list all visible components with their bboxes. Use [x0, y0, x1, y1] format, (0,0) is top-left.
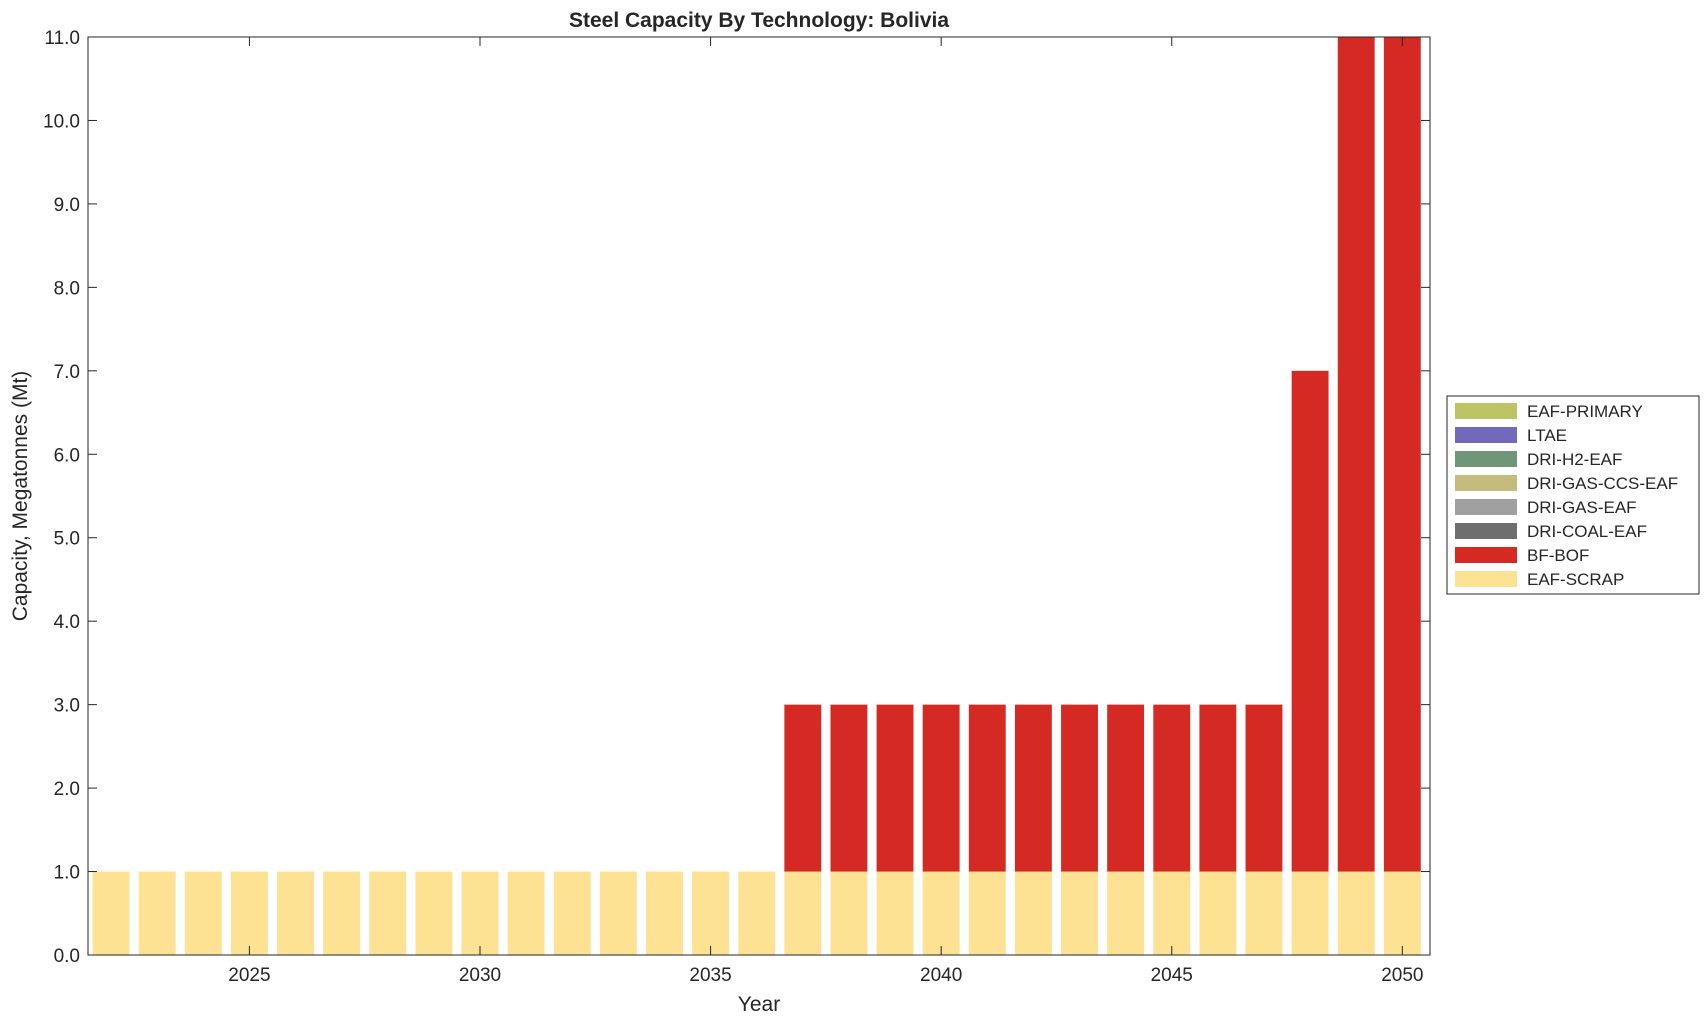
bar-eaf-scrap-2025	[230, 871, 268, 955]
y-tick-label: 7.0	[54, 362, 80, 383]
bar-bf-bof-2046	[1199, 704, 1237, 872]
bar-eaf-scrap-2022	[92, 871, 130, 955]
bar-eaf-scrap-2027	[323, 871, 361, 955]
bar-eaf-scrap-2028	[369, 871, 407, 955]
y-tick-label: 8.0	[54, 278, 80, 299]
bar-eaf-scrap-2046	[1199, 871, 1237, 955]
bar-bf-bof-2050	[1383, 37, 1421, 872]
legend-swatch-eaf-scrap	[1455, 571, 1517, 587]
bar-eaf-scrap-2032	[553, 871, 591, 955]
x-tick-label: 2040	[920, 965, 962, 986]
y-tick-label: 4.0	[54, 612, 80, 633]
y-axis-label: Capacity, Megatonnes (Mt)	[9, 371, 32, 622]
legend-label-dri-gas-ccs-eaf: DRI-GAS-CCS-EAF	[1527, 474, 1678, 493]
y-tick-label: 5.0	[54, 529, 80, 550]
legend-swatch-ltae	[1455, 427, 1517, 443]
legend-swatch-dri-h2-eaf	[1455, 451, 1517, 467]
legend-label-dri-coal-eaf: DRI-COAL-EAF	[1527, 522, 1647, 541]
y-tick-label: 10.0	[43, 111, 80, 132]
y-tick-label: 2.0	[54, 779, 80, 800]
legend-swatch-dri-gas-eaf	[1455, 499, 1517, 515]
bar-eaf-scrap-2043	[1061, 871, 1098, 955]
legend-label-eaf-primary: EAF-PRIMARY	[1527, 402, 1643, 421]
bar-eaf-scrap-2029	[415, 871, 453, 955]
legend-label-ltae: LTAE	[1527, 426, 1567, 445]
bar-eaf-scrap-2047	[1245, 871, 1283, 955]
y-tick-label: 11.0	[44, 28, 80, 49]
bar-bf-bof-2041	[968, 704, 1006, 872]
y-tick-label: 1.0	[54, 863, 80, 884]
bar-bf-bof-2047	[1245, 704, 1283, 872]
bars-layer	[92, 37, 1421, 955]
bar-bf-bof-2048	[1291, 370, 1329, 872]
chart-title: Steel Capacity By Technology: Bolivia	[569, 9, 949, 32]
bar-eaf-scrap-2033	[599, 871, 637, 955]
bar-eaf-scrap-2040	[922, 871, 960, 955]
legend-swatch-bf-bof	[1455, 547, 1517, 563]
bar-eaf-scrap-2039	[876, 871, 914, 955]
legend-label-eaf-scrap: EAF-SCRAP	[1527, 570, 1624, 589]
bar-eaf-scrap-2037	[784, 871, 822, 955]
legend-label-bf-bof: BF-BOF	[1527, 546, 1589, 565]
bar-eaf-scrap-2024	[184, 871, 222, 955]
bar-bf-bof-2037	[784, 704, 822, 872]
legend: EAF-PRIMARY LTAE DRI-H2-EAF DRI-GAS-CCS-EAF…	[1446, 395, 1700, 595]
bar-bf-bof-2040	[922, 704, 960, 872]
bar-eaf-scrap-2031	[507, 871, 545, 955]
legend-swatch-eaf-primary	[1455, 403, 1517, 419]
x-tick-label: 2045	[1151, 965, 1193, 986]
legend-swatch-dri-gas-ccs-eaf	[1455, 475, 1517, 491]
bar-bf-bof-2045	[1153, 704, 1191, 872]
bar-bf-bof-2044	[1107, 704, 1145, 872]
bar-eaf-scrap-2048	[1291, 871, 1329, 955]
bar-eaf-scrap-2041	[968, 871, 1006, 955]
bar-eaf-scrap-2026	[277, 871, 314, 955]
legend-label-dri-gas-eaf: DRI-GAS-EAF	[1527, 498, 1637, 517]
plot-frame	[87, 36, 1431, 956]
legend-swatch-dri-coal-eaf	[1455, 523, 1517, 539]
bar-eaf-scrap-2044	[1107, 871, 1145, 955]
bar-bf-bof-2049	[1337, 37, 1375, 872]
bar-eaf-scrap-2045	[1153, 871, 1191, 955]
x-tick-label: 2050	[1381, 965, 1423, 986]
bar-eaf-scrap-2023	[138, 871, 176, 955]
bar-bf-bof-2039	[876, 704, 914, 872]
bar-eaf-scrap-2042	[1014, 871, 1052, 955]
y-tick-label: 0.0	[54, 946, 80, 967]
bar-bf-bof-2038	[830, 704, 868, 872]
legend-label-dri-h2-eaf: DRI-H2-EAF	[1527, 450, 1622, 469]
bar-eaf-scrap-2035	[692, 871, 730, 955]
y-tick-label: 9.0	[54, 195, 80, 216]
bar-eaf-scrap-2036	[738, 871, 776, 955]
ticks-layer: 2025 2030 2035 2040 2045 2050 0.0 1.0 2.0 3.0 4.0 5…	[43, 28, 1430, 986]
bar-eaf-scrap-2038	[830, 871, 868, 955]
bar-eaf-scrap-2034	[646, 871, 683, 955]
y-tick-label: 3.0	[54, 696, 80, 717]
y-tick-label: 6.0	[54, 445, 80, 466]
bar-bf-bof-2042	[1014, 704, 1052, 872]
x-tick-label: 2030	[459, 965, 501, 986]
x-axis-label: Year	[738, 993, 780, 1016]
x-tick-label: 2025	[228, 965, 270, 986]
bar-eaf-scrap-2049	[1337, 871, 1375, 955]
bar-eaf-scrap-2030	[461, 871, 499, 955]
bar-eaf-scrap-2050	[1383, 871, 1421, 955]
bar-bf-bof-2043	[1061, 704, 1098, 872]
x-tick-label: 2035	[689, 965, 731, 986]
